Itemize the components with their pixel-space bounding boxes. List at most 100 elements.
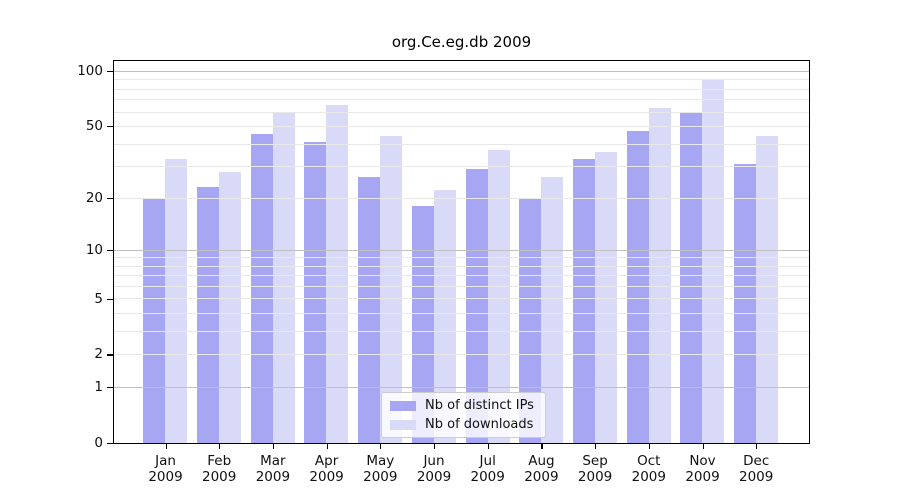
bar-nb-of-downloads-oct xyxy=(648,107,671,443)
gridline-minor-80 xyxy=(114,88,809,90)
gridline-minor-4 xyxy=(114,313,809,315)
x-tick-label-aug: Aug 2009 xyxy=(511,453,571,485)
legend-item-downloads: Nb of downloads xyxy=(390,417,534,432)
bar-nb-of-downloads-apr xyxy=(326,105,349,443)
legend: Nb of distinct IPs Nb of downloads xyxy=(381,392,546,438)
x-tick-label-year: 2009 xyxy=(470,469,505,485)
x-tick-label-dec: Dec 2009 xyxy=(726,453,786,485)
x-tick-label-jul: Jul 2009 xyxy=(458,453,518,485)
x-tick-label-month: Apr xyxy=(314,453,339,469)
x-tick-label-month: Oct xyxy=(637,453,661,469)
x-tick-label-mar: Mar 2009 xyxy=(243,453,303,485)
x-tick-label-month: May xyxy=(366,453,395,469)
x-tick-label-month: Feb xyxy=(207,453,232,469)
x-tick-label-year: 2009 xyxy=(363,469,398,485)
gridline-minor-7 xyxy=(114,275,809,277)
gridline-minor-30 xyxy=(114,166,809,168)
y-tick-label-20: 20 xyxy=(85,189,103,206)
x-tick-label-oct: Oct 2009 xyxy=(619,453,679,485)
gridline-minor-8 xyxy=(114,265,809,267)
x-tick-label-feb: Feb 2009 xyxy=(189,453,249,485)
chart-title: org.Ce.eg.db 2009 xyxy=(391,33,532,51)
y-tick-mark-20 xyxy=(107,197,113,199)
x-tick-mark-sep xyxy=(595,444,597,449)
x-tick-label-month: Jul xyxy=(479,453,496,469)
bar-nb-of-downloads-nov xyxy=(702,78,725,443)
bar-nb-of-distinct-ips-jul xyxy=(465,168,488,443)
x-tick-mark-jan xyxy=(165,444,167,449)
x-tick-label-month: Jan xyxy=(155,453,176,469)
bar-nb-of-distinct-ips-dec xyxy=(734,163,756,443)
y-tick-mark-5 xyxy=(107,298,113,300)
x-tick-label-month: Jun xyxy=(423,453,445,469)
gridline-minor-2 xyxy=(114,354,809,356)
x-tick-label-year: 2009 xyxy=(148,469,183,485)
y-tick-mark-1 xyxy=(107,387,113,389)
x-tick-label-month: Dec xyxy=(743,453,770,469)
gridline-major-100 xyxy=(114,71,809,73)
x-tick-label-month: Aug xyxy=(528,453,555,469)
x-tick-mark-mar xyxy=(272,444,275,449)
bar-nb-of-distinct-ips-apr xyxy=(304,141,327,443)
x-tick-mark-feb xyxy=(219,444,221,449)
y-tick-mark-50 xyxy=(107,126,113,128)
y-tick-label-1: 1 xyxy=(94,379,103,395)
x-tick-label-year: 2009 xyxy=(255,469,291,485)
legend-item-distinct-ips: Nb of distinct IPs xyxy=(390,398,534,413)
x-tick-label-nov: Nov 2009 xyxy=(673,453,733,485)
bar-nb-of-downloads-feb xyxy=(219,171,241,443)
x-tick-label-year: 2009 xyxy=(739,469,774,485)
gridline-minor-6 xyxy=(114,285,809,287)
gridline-minor-40 xyxy=(114,143,809,145)
gridline-minor-5 xyxy=(114,298,809,300)
y-tick-mark-100 xyxy=(107,71,113,73)
x-tick-label-year: 2009 xyxy=(524,469,559,485)
x-tick-label-jun: Jun 2009 xyxy=(404,453,464,485)
bar-nb-of-downloads-mar xyxy=(272,113,295,443)
x-tick-label-year: 2009 xyxy=(416,469,452,485)
x-tick-mark-apr xyxy=(326,444,328,449)
bar-nb-of-distinct-ips-mar xyxy=(250,134,273,443)
y-tick-label-50: 50 xyxy=(85,118,103,135)
x-tick-label-apr: Apr 2009 xyxy=(297,453,357,485)
x-tick-label-month: Mar xyxy=(260,453,286,469)
bar-nb-of-distinct-ips-sep xyxy=(572,158,595,443)
bar-nb-of-distinct-ips-jan xyxy=(143,197,166,443)
bar-nb-of-downloads-jun xyxy=(433,190,456,443)
gridline-minor-50 xyxy=(114,126,809,128)
x-tick-label-year: 2009 xyxy=(577,469,613,485)
y-tick-mark-10 xyxy=(107,249,113,251)
y-tick-label-2: 2 xyxy=(94,346,103,363)
y-tick-label-5: 5 xyxy=(94,290,103,307)
bar-nb-of-downloads-aug xyxy=(541,177,564,443)
legend-label-distinct-ips: Nb of distinct IPs xyxy=(425,398,534,413)
y-tick-mark-2 xyxy=(107,354,113,356)
x-tick-label-month: Sep xyxy=(582,453,608,469)
x-tick-label-may: May 2009 xyxy=(350,453,410,485)
bar-nb-of-downloads-may xyxy=(380,136,403,443)
plot-area: Nb of distinct IPs Nb of downloads xyxy=(113,60,810,444)
legend-swatch-downloads xyxy=(390,419,416,430)
legend-label-downloads: Nb of downloads xyxy=(425,417,534,432)
x-tick-label-jan: Jan 2009 xyxy=(136,453,196,485)
bar-nb-of-distinct-ips-feb xyxy=(197,186,219,443)
x-tick-mark-dec xyxy=(756,444,758,449)
bar-nb-of-distinct-ips-jun xyxy=(411,205,434,443)
x-tick-label-sep: Sep 2009 xyxy=(565,453,625,485)
bar-nb-of-distinct-ips-may xyxy=(358,177,381,443)
legend-swatch-distinct-ips xyxy=(390,400,416,411)
bar-nb-of-downloads-jan xyxy=(165,158,188,443)
x-tick-label-year: 2009 xyxy=(631,469,666,485)
bar-nb-of-downloads-sep xyxy=(594,151,617,443)
x-tick-mark-nov xyxy=(702,444,704,449)
y-tick-mark-0 xyxy=(107,442,113,444)
gridline-major-10 xyxy=(114,249,809,251)
gridline-minor-70 xyxy=(114,99,809,101)
x-tick-mark-jul xyxy=(487,444,489,449)
bar-nb-of-distinct-ips-nov xyxy=(680,111,703,443)
x-tick-label-month: Nov xyxy=(689,453,716,469)
x-tick-mark-may xyxy=(380,444,382,449)
gridline-minor-90 xyxy=(114,79,809,81)
gridline-major-1 xyxy=(114,386,809,388)
